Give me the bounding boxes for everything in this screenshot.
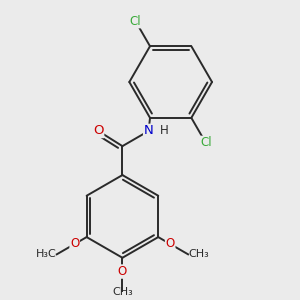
Text: O: O (93, 124, 104, 137)
Text: H: H (160, 124, 168, 137)
Text: N: N (144, 124, 154, 137)
Text: O: O (118, 265, 127, 278)
Text: Cl: Cl (200, 136, 212, 149)
Text: O: O (70, 238, 79, 250)
Text: H₃C: H₃C (36, 249, 57, 259)
Text: CH₃: CH₃ (188, 249, 209, 259)
Text: O: O (166, 238, 175, 250)
Text: Cl: Cl (130, 15, 141, 28)
Text: CH₃: CH₃ (112, 287, 133, 297)
